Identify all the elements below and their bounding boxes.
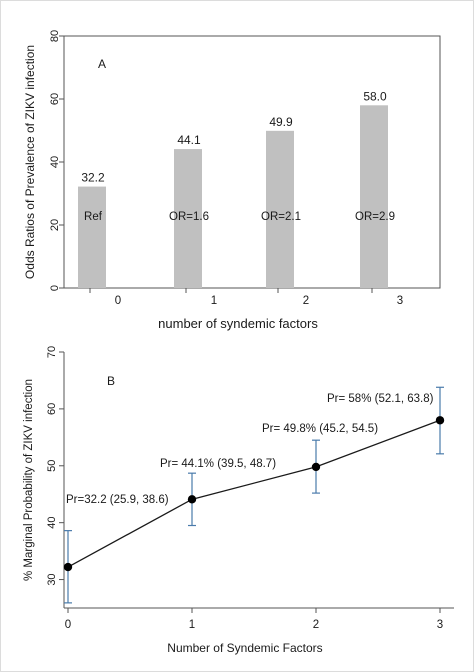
x-tick-label: 2 (303, 295, 309, 307)
bar-annotation: OR=2.1 (261, 211, 301, 223)
x-axis-label-b: Number of Syndemic Factors (167, 641, 322, 655)
x-tick-label: 3 (437, 619, 443, 631)
point-label: Pr= 58% (52.1, 63.8) (327, 393, 434, 405)
panel-label-a: A (98, 57, 106, 71)
y-tick-label: 0 (49, 285, 61, 291)
bar (78, 186, 106, 288)
x-tick-label: 1 (211, 295, 217, 307)
chart-panel-b: 30 40 50 60 70 0 1 2 3 Pr=32.2 (25.9, 38.6) Pr= 44… (23, 346, 454, 655)
data-point (435, 416, 445, 425)
data-point (63, 562, 73, 572)
x-tick-label: 3 (397, 295, 403, 307)
bar-annotation: OR=1.6 (169, 211, 209, 223)
y-tick-label: 30 (46, 573, 58, 585)
y-axis-label-a: Odds Ratios of Prevalence of ZIKV infect… (23, 45, 37, 279)
bar (266, 130, 294, 288)
bar-value-label: 49.9 (269, 115, 293, 129)
x-tick-label: 1 (189, 619, 195, 631)
y-tick-label: 40 (49, 156, 61, 168)
bar-annotation: Ref (84, 211, 103, 223)
y-tick-label: 80 (49, 30, 61, 42)
y-tick-label: 60 (46, 403, 58, 415)
data-point (311, 462, 321, 472)
series-line (67, 419, 441, 568)
panel-label-b: B (107, 374, 115, 388)
y-tick-label: 60 (49, 93, 61, 105)
x-axis-label-a: number of syndemic factors (158, 316, 318, 331)
chart-panel-a: 0 20 40 60 80 0 1 2 3 32.2 Ref 44.1 OR=1.6 49.9 OR=2.1… (23, 30, 441, 331)
point-label: Pr= 49.8% (45.2, 54.5) (262, 423, 378, 435)
bar-annotation: OR=2.9 (355, 211, 395, 223)
x-tick-label: 0 (65, 619, 71, 631)
y-tick-label: 40 (46, 517, 58, 529)
y-axis-label-b: % Marginal Probability of ZIKV infection (23, 379, 35, 581)
x-tick-label: 0 (115, 295, 121, 307)
y-tick-label: 20 (49, 219, 61, 231)
bar-value-label: 32.2 (81, 171, 105, 185)
bar-value-label: 58.0 (363, 89, 387, 103)
y-tick-label: 70 (46, 346, 58, 358)
point-label: Pr= 44.1% (39.5, 48.7) (160, 458, 276, 470)
y-tick-label: 50 (46, 460, 58, 472)
point-label: Pr=32.2 (25.9, 38.6) (66, 494, 169, 506)
bar (174, 149, 202, 288)
bar-value-label: 44.1 (177, 133, 201, 147)
bar (360, 105, 388, 288)
data-point (187, 495, 197, 504)
x-tick-label: 2 (313, 619, 319, 631)
